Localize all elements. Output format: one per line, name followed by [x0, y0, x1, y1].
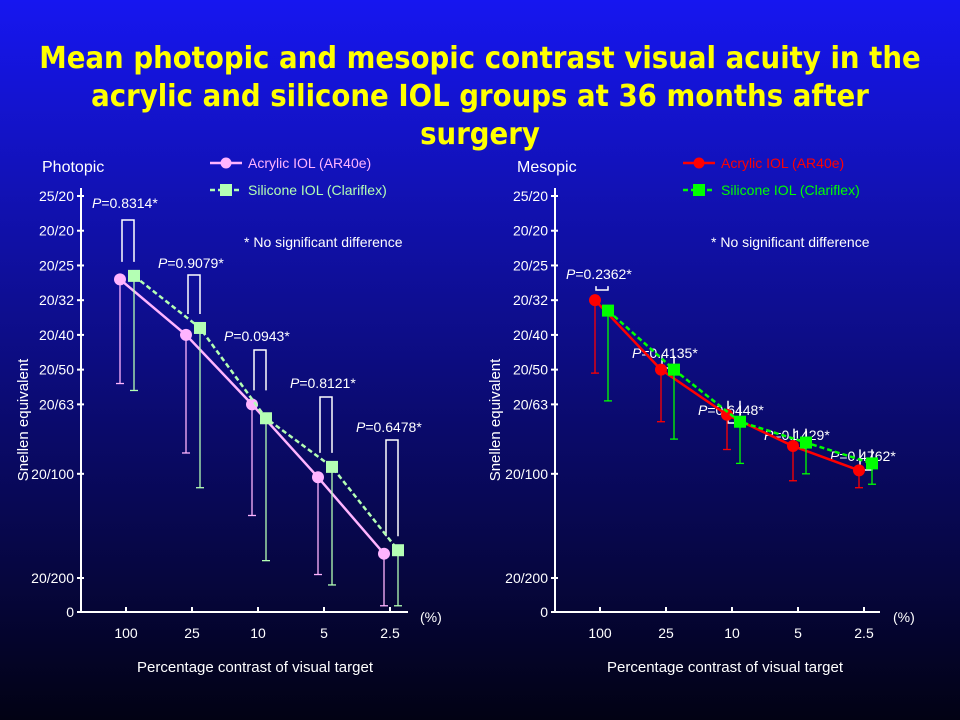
y-tick-label: 20/50: [513, 362, 548, 378]
x-tick-label: 100: [588, 625, 612, 641]
legend-marker-square: [220, 184, 232, 196]
p-value-label: P=0.9079*: [158, 255, 224, 271]
data-point-circle: [378, 547, 390, 560]
y-tick-label: 20/20: [39, 223, 74, 239]
y-tick-label: 20/32: [513, 292, 548, 308]
y-tick-label: 20/20: [513, 223, 548, 239]
legend-label: Acrylic IOL (AR40e): [248, 155, 371, 171]
data-point-square: [800, 436, 812, 449]
x-tick-label: 5: [794, 625, 802, 641]
p-value-label: P=0.4762*: [830, 448, 896, 464]
slide-title-line-2: acrylic and silicone IOL groups at 36 mo…: [91, 79, 869, 152]
y-tick-label: 20/100: [31, 466, 74, 482]
slide-title: Mean photopic and mesopic contrast visua…: [38, 40, 921, 154]
p-value-bracket: [385, 439, 399, 537]
y-axis-title: Snellen equivalent: [15, 358, 32, 481]
y-tick-label: 20/40: [39, 327, 74, 343]
y-axis-title: Snellen equivalent: [487, 358, 504, 481]
legend-marker-circle: [693, 157, 705, 169]
data-point-circle: [853, 464, 865, 477]
y-tick-label: 20/32: [39, 292, 74, 308]
significance-note: * No significant difference: [244, 234, 403, 250]
p-value-bracket: [595, 286, 609, 291]
y-tick-label: 20/200: [31, 570, 74, 586]
x-axis-title: Percentage contrast of visual target: [137, 659, 374, 676]
p-value-label: P=0.0943*: [224, 328, 290, 344]
y-tick-label: 20/200: [505, 570, 548, 586]
data-point-circle: [589, 294, 601, 307]
y-tick-label: 20/50: [39, 362, 74, 378]
p-value-label: P=0.6478*: [356, 419, 422, 435]
data-point-circle: [655, 363, 667, 376]
x-unit-label: (%): [893, 609, 915, 625]
legend-marker-circle: [220, 157, 232, 169]
data-point-square: [734, 415, 746, 428]
data-point-square: [260, 412, 272, 425]
data-point-square: [392, 544, 404, 557]
data-point-square: [326, 460, 338, 473]
x-tick-label: 10: [724, 625, 740, 641]
slide-title-line-1: Mean photopic and mesopic contrast visua…: [39, 41, 921, 76]
data-point-circle: [787, 440, 799, 453]
x-tick-label: 10: [250, 625, 266, 641]
x-unit-label: (%): [420, 609, 442, 625]
data-point-circle: [246, 398, 258, 411]
p-value-label: P=0.8314*: [92, 195, 158, 211]
y-tick-label: 20/25: [513, 257, 548, 273]
legend-label: Acrylic IOL (AR40e): [721, 155, 844, 171]
x-tick-label: 2.5: [854, 625, 874, 641]
x-tick-label: 2.5: [380, 625, 400, 641]
panel-label: Photopic: [42, 159, 104, 176]
y-tick-label: 0: [540, 604, 548, 620]
data-point-circle: [312, 471, 324, 484]
data-point-square: [668, 363, 680, 376]
data-point-square: [128, 269, 140, 282]
p-value-label: P=0.2362*: [566, 266, 632, 282]
p-value-label: P=0.4135*: [632, 345, 698, 361]
x-axis-title: Percentage contrast of visual target: [607, 659, 844, 676]
legend-marker-square: [693, 184, 705, 196]
data-point-circle: [114, 273, 126, 286]
significance-note: * No significant difference: [711, 234, 870, 250]
legend-label: Silicone IOL (Clariflex): [721, 182, 860, 198]
y-tick-label: 25/20: [39, 188, 74, 204]
y-tick-label: 20/40: [513, 327, 548, 343]
x-tick-label: 25: [658, 625, 674, 641]
panel-label: Mesopic: [517, 159, 577, 176]
data-point-square: [866, 457, 878, 470]
data-point-circle: [180, 328, 192, 341]
y-tick-label: 20/25: [39, 257, 74, 273]
y-tick-label: 20/63: [39, 396, 74, 412]
p-value-label: P=0.8121*: [290, 375, 356, 391]
p-value-bracket: [187, 274, 201, 314]
y-tick-label: 20/63: [513, 396, 548, 412]
data-point-square: [194, 321, 206, 334]
data-point-circle: [721, 408, 733, 421]
y-tick-label: 25/20: [513, 188, 548, 204]
y-tick-label: 20/100: [505, 466, 548, 482]
data-point-square: [602, 304, 614, 317]
legend-label: Silicone IOL (Clariflex): [248, 182, 387, 198]
x-tick-label: 25: [184, 625, 200, 641]
y-tick-label: 0: [66, 604, 74, 620]
p-value-bracket: [121, 219, 135, 262]
p-value-bracket: [319, 396, 333, 453]
p-value-bracket: [253, 349, 267, 391]
x-tick-label: 5: [320, 625, 328, 641]
x-tick-label: 100: [114, 625, 138, 641]
